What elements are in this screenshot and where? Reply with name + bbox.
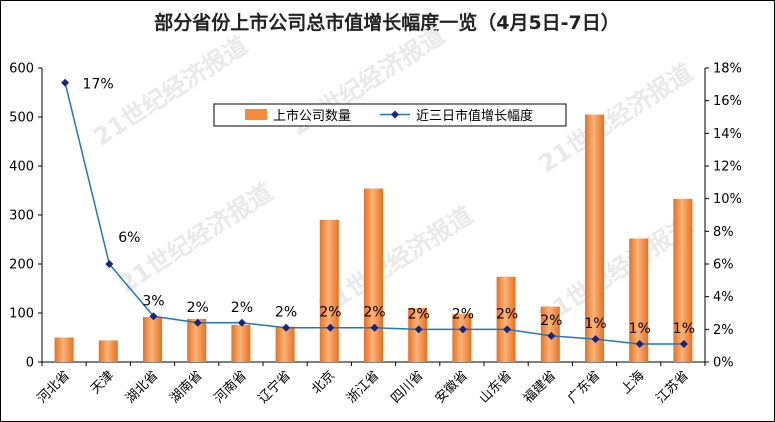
bar: [187, 318, 207, 362]
category-label: 北京: [309, 368, 338, 397]
data-label: 2%: [496, 306, 518, 322]
data-label: 2%: [187, 300, 209, 316]
bar: [319, 219, 339, 362]
bars: [54, 114, 693, 362]
data-label: 3%: [142, 293, 164, 309]
category-label: 福建省: [521, 368, 559, 406]
line-point: [370, 323, 379, 332]
y-left-tick-label: 100: [9, 307, 34, 322]
data-label: 1%: [629, 321, 651, 337]
y-right-tick-label: 14%: [713, 127, 742, 142]
category-label: 广东省: [565, 368, 603, 406]
bar: [408, 308, 428, 362]
bar: [585, 114, 604, 362]
line-point: [503, 325, 512, 334]
y-right-tick-label: 18%: [713, 62, 742, 77]
line-point: [193, 318, 202, 327]
line-point: [237, 318, 246, 327]
data-label: 2%: [275, 305, 297, 321]
chart-title: 部分省份上市公司总市值增长幅度一览（4月5日-7日）: [154, 11, 620, 34]
y-right-tick-label: 10%: [713, 192, 742, 207]
data-label: 2%: [452, 306, 474, 322]
category-label: 湖北省: [123, 368, 161, 406]
legend-line-marker: [391, 110, 399, 119]
line-point: [547, 331, 556, 340]
category-label: 安徽省: [433, 368, 471, 406]
data-label: 2%: [319, 305, 341, 321]
line-point: [591, 335, 600, 344]
line-point: [635, 340, 644, 349]
category-label: 江苏省: [653, 368, 692, 407]
bar: [364, 188, 383, 362]
data-label: 2%: [540, 313, 562, 329]
data-label: 6%: [118, 230, 140, 246]
bar: [54, 337, 74, 362]
y-right-tick-label: 4%: [713, 290, 734, 305]
category-label: 辽宁省: [255, 368, 294, 407]
y-right-tick-label: 16%: [713, 94, 742, 109]
y-right-tick-label: 0%: [713, 356, 734, 371]
line-point: [326, 323, 335, 332]
category-label: 湖南省: [167, 368, 206, 407]
y-left-tick-label: 0: [26, 356, 34, 371]
category-label: 上海: [619, 368, 648, 397]
category-labels: 河北省 天津 湖北省 湖南省 河南省 辽宁省 北京 浙江省 四川省 安徽省 山东省 福建省 广东省 上海江…: [35, 368, 692, 407]
line-point: [61, 78, 70, 87]
data-label: 2%: [363, 305, 385, 321]
category-label: 四川省: [388, 368, 426, 406]
bar: [231, 324, 251, 362]
line-series: 17% 6% 3% 2% 2% 2% 2% 2% 2% 2% 2% 2% 1% 1% 1%: [61, 77, 695, 349]
category-label: 天津: [88, 368, 117, 397]
bar: [452, 313, 472, 362]
line-point: [149, 312, 158, 321]
bar: [143, 316, 162, 362]
y-left-tick-label: 300: [9, 209, 34, 224]
category-label: 河北省: [35, 368, 73, 406]
data-label: 17%: [83, 77, 114, 93]
legend-bar-swatch: [245, 109, 267, 120]
bar: [275, 326, 295, 362]
y-left-tick-label: 500: [9, 111, 34, 126]
line-point: [414, 325, 423, 334]
y-right-tick-label: 12%: [713, 160, 742, 175]
data-label: 2%: [231, 300, 253, 316]
legend: 上市公司数量 近三日市值增长幅度: [213, 103, 567, 127]
bar: [98, 340, 118, 362]
line-point: [282, 323, 291, 332]
data-label: 1%: [673, 321, 695, 337]
bar: [629, 238, 649, 362]
category-label: 河南省: [211, 368, 250, 407]
line-point: [679, 340, 688, 349]
y-right-tick-label: 8%: [713, 225, 734, 240]
y-left-tick-label: 400: [9, 160, 34, 175]
data-label: 2%: [408, 306, 430, 322]
category-label: 浙江省: [344, 368, 382, 406]
y-left-tick-label: 200: [9, 258, 34, 273]
category-label: 山东省: [477, 368, 515, 406]
data-label: 1%: [584, 316, 606, 332]
legend-line-label: 近三日市值增长幅度: [416, 108, 533, 124]
bar: [673, 198, 693, 362]
legend-bar-label: 上市公司数量: [273, 108, 351, 124]
y-right-tick-label: 6%: [713, 258, 734, 273]
line-point: [105, 260, 114, 268]
y-right-tick-label: 2%: [713, 323, 734, 338]
y-left-tick-label: 600: [9, 62, 34, 77]
line-point: [458, 325, 467, 334]
bar: [496, 276, 516, 362]
